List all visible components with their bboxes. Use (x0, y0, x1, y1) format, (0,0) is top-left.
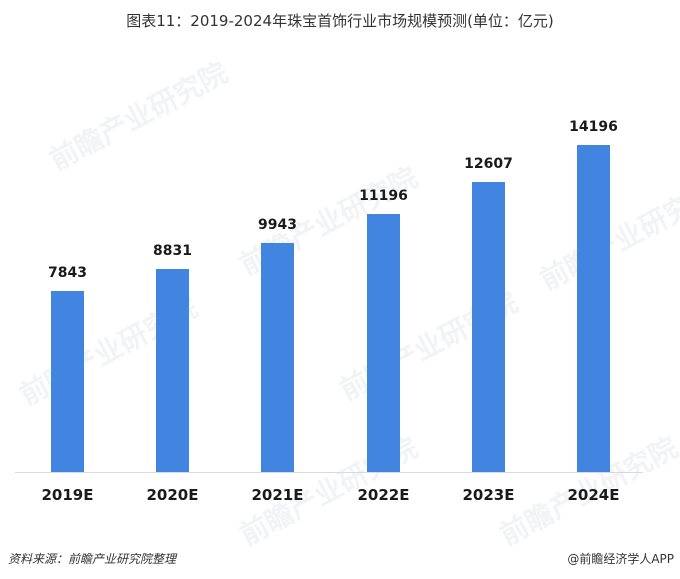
bar-2022E (367, 214, 400, 472)
bar-2024E (577, 145, 610, 472)
data-label: 7843 (48, 265, 87, 281)
bar-2019E (51, 291, 84, 472)
data-label: 9943 (258, 217, 297, 233)
chart-title: 图表11：2019-2024年珠宝首饰行业市场规模预测(单位：亿元) (126, 12, 554, 30)
bar-2021E (261, 243, 294, 472)
x-tick-label: 2021E (251, 486, 304, 504)
x-axis-line (15, 472, 643, 473)
data-label: 14196 (569, 119, 618, 135)
data-label: 8831 (153, 243, 192, 259)
x-tick-label: 2023E (462, 486, 515, 504)
bar-2023E (472, 182, 505, 472)
x-tick-label: 2022E (357, 486, 410, 504)
x-tick-label: 2019E (41, 486, 94, 504)
x-tick-label: 2020E (146, 486, 199, 504)
data-label: 12607 (464, 156, 513, 172)
source-note: 资料来源：前瞻产业研究院整理 (8, 552, 177, 566)
bar-2020E (156, 269, 189, 472)
watermark: 前瞻产业研究院 (44, 55, 233, 177)
credit-note: @前瞻经济学人APP (567, 552, 674, 566)
data-label: 11196 (359, 188, 408, 204)
x-tick-label: 2024E (567, 486, 620, 504)
